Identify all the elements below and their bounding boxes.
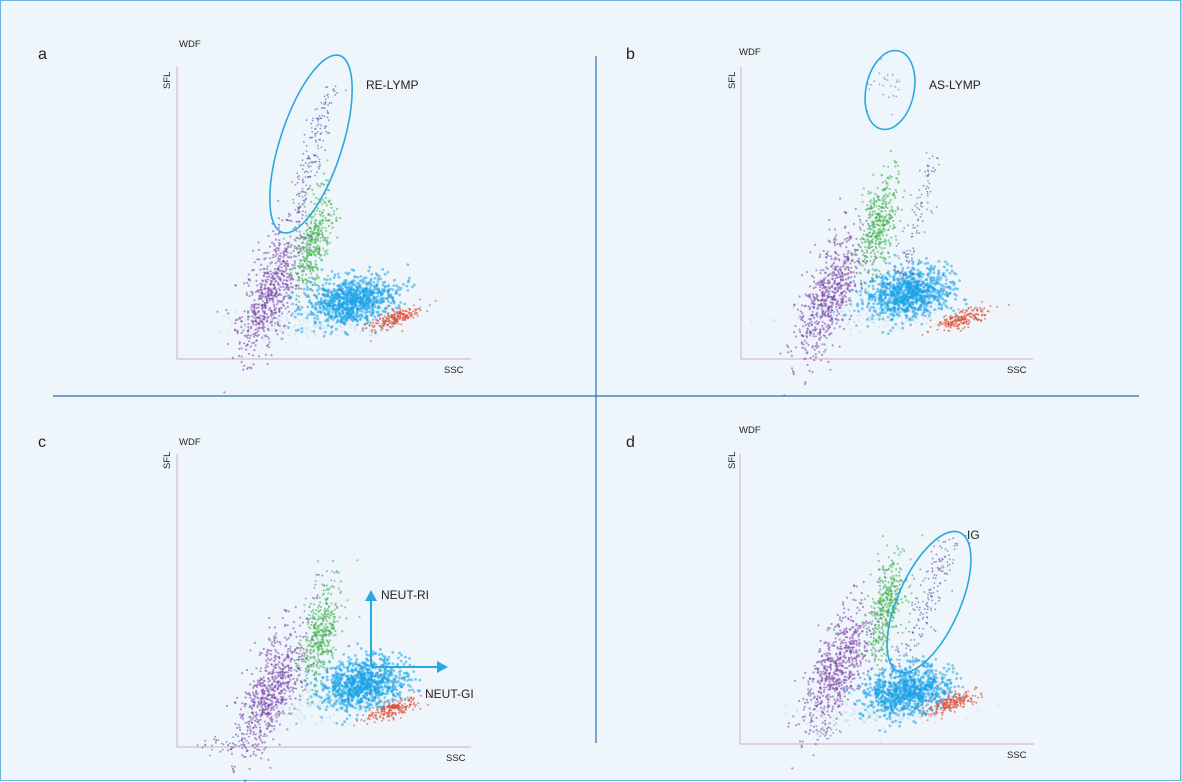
panel-a-mono-cluster — [283, 159, 342, 303]
panel-d: d WDF SFL SSC IG — [626, 425, 1034, 769]
panel-b-axes — [741, 67, 1033, 359]
panel-b-annotation: AS-LYMP — [929, 78, 981, 92]
panel-c-x-label: SSC — [446, 753, 466, 764]
panel-d-x-label: SSC — [1007, 750, 1027, 761]
panel-letter-a: a — [38, 46, 47, 63]
panel-c-annotation-ri: NEUT-RI — [381, 588, 429, 602]
panel-b-gate-ellipse — [858, 46, 922, 134]
panel-a-x-label: SSC — [444, 365, 464, 376]
panel-a-gate-ellipse — [253, 46, 369, 242]
panel-a-neut-cluster — [275, 263, 416, 340]
panel-a: a WDF SFL SSC RE-LYMP — [38, 39, 471, 393]
quadrant-dividers — [53, 56, 1139, 743]
panel-d-title: WDF — [739, 425, 761, 436]
panel-a-y-label: SFL — [162, 72, 173, 89]
neut-ri-arrowhead-icon — [365, 590, 377, 601]
panel-c-neut-arrows — [365, 590, 448, 673]
panel-b: b WDF SFL SSC AS-LYMP — [626, 46, 1033, 397]
panel-b-scatter-points — [866, 58, 939, 284]
panel-c: c WDF SFL SSC NEUT-RI NEUT-GI — [38, 434, 474, 782]
panel-d-annotation: IG — [967, 528, 980, 542]
panel-b-title: WDF — [739, 47, 761, 58]
panel-letter-c: c — [38, 434, 46, 451]
panel-a-title: WDF — [179, 39, 201, 50]
panel-b-x-label: SSC — [1007, 365, 1027, 376]
panel-c-annotation-gi: NEUT-GI — [425, 687, 474, 701]
panel-letter-d: d — [626, 434, 635, 451]
panel-c-y-label: SFL — [162, 452, 173, 469]
panel-a-axes — [177, 67, 471, 359]
panel-a-annotation: RE-LYMP — [366, 78, 418, 92]
panel-b-y-label: SFL — [727, 72, 738, 89]
panel-c-title: WDF — [179, 437, 201, 448]
panel-letter-b: b — [626, 46, 635, 63]
neut-gi-arrowhead-icon — [437, 661, 448, 673]
panel-d-y-label: SFL — [727, 452, 738, 469]
